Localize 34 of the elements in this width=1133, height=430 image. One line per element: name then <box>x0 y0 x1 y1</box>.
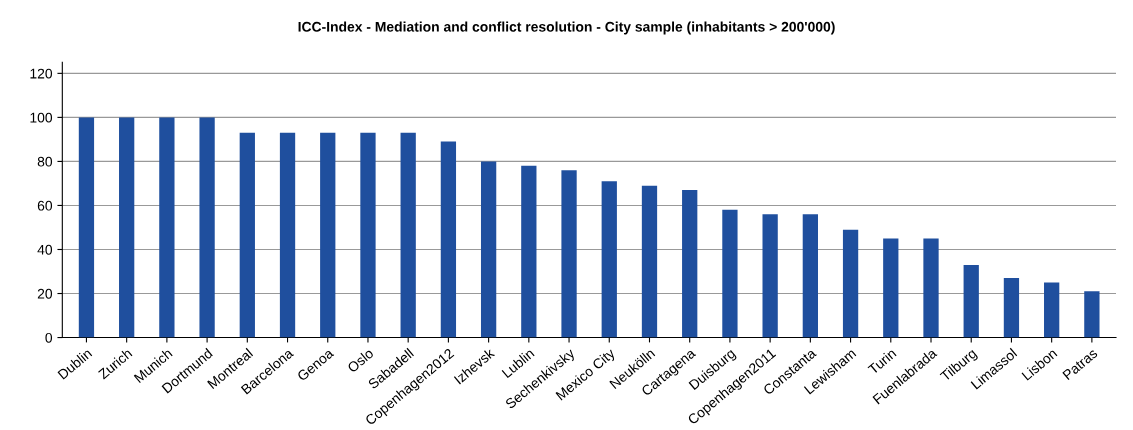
bar <box>722 209 738 338</box>
bar <box>521 165 537 338</box>
bar <box>682 190 698 338</box>
y-tick-label: 0 <box>45 332 53 343</box>
bar <box>963 264 979 338</box>
y-tick-label: 20 <box>37 288 53 299</box>
bar <box>199 117 215 338</box>
bar <box>1003 278 1020 338</box>
bar <box>360 132 376 338</box>
bar <box>641 185 658 338</box>
chart-title: ICC-Index - Mediation and conflict resolution - City sample (inhabitants > 200'000) <box>298 21 835 35</box>
bar <box>440 141 457 338</box>
y-tick-label: 100 <box>30 112 53 123</box>
bar <box>239 132 255 338</box>
bar <box>802 214 818 338</box>
bar <box>400 132 416 338</box>
bar <box>561 170 577 338</box>
bar <box>159 117 175 338</box>
bar <box>762 214 778 338</box>
y-tick-label: 80 <box>37 156 53 167</box>
bar <box>923 238 939 338</box>
bar <box>883 238 899 338</box>
bar <box>279 132 296 338</box>
bar <box>78 117 95 338</box>
bar <box>1084 291 1100 338</box>
bar <box>320 132 336 338</box>
bar <box>119 117 135 338</box>
bar <box>842 229 859 338</box>
bar <box>1044 282 1060 338</box>
y-tick-label: 120 <box>30 68 53 79</box>
y-tick-label: 40 <box>37 244 53 255</box>
y-tick-label: 60 <box>37 200 53 211</box>
bar <box>601 181 617 338</box>
bar <box>480 161 497 338</box>
